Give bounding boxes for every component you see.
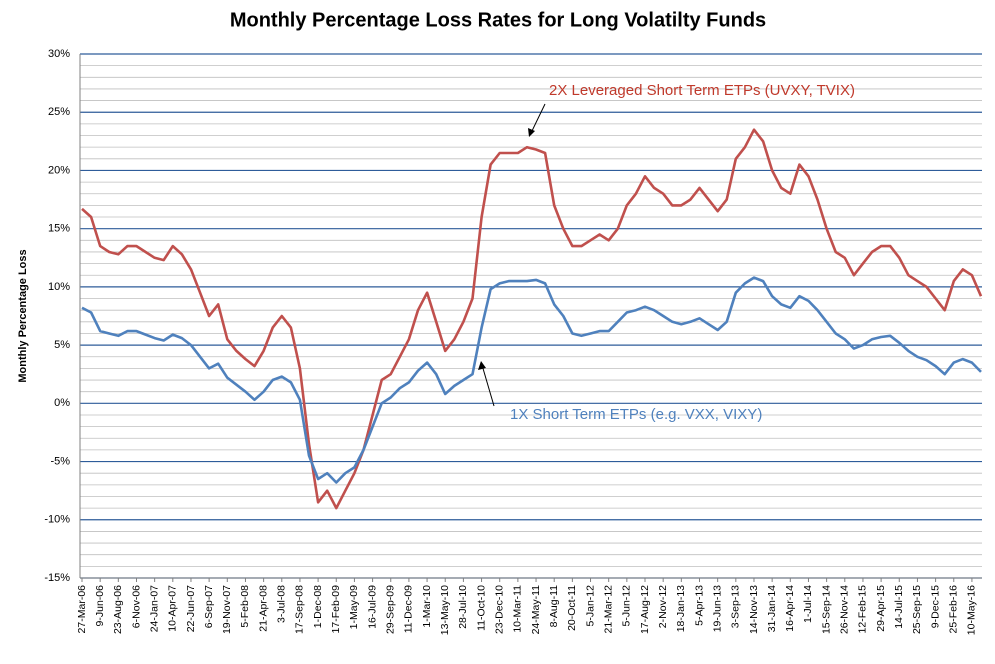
x-tick-label: 29-Sep-09 <box>385 585 397 634</box>
y-tick-label: -15% <box>44 572 70 584</box>
y-tick-label: 10% <box>48 281 70 293</box>
annotation-arrow <box>530 103 546 134</box>
x-tick-label: 14-Nov-13 <box>748 585 760 634</box>
y-axis-label: Monthly Percentage Loss <box>17 249 29 382</box>
x-tick-label: 1-May-09 <box>348 585 360 630</box>
x-tick-label: 11-Oct-10 <box>475 585 487 631</box>
x-tick-label: 19-Jun-13 <box>711 585 723 632</box>
y-tick-label: 30% <box>48 48 70 60</box>
x-tick-label: 19-Nov-07 <box>221 585 233 634</box>
grid: -15% -10% -5% 0% 5% 10% 15% 20% 25% 30% 27-Mar-06 9… <box>44 48 982 635</box>
x-tick-label: 23-Aug-06 <box>112 585 124 634</box>
x-tick-label: 1-Jul-14 <box>802 585 814 623</box>
x-tick-label: 22-Jun-07 <box>185 585 197 632</box>
y-tick-label: 25% <box>48 106 70 118</box>
x-tick-label: 3-Sep-13 <box>730 585 742 628</box>
x-tick-label: 27-Mar-06 <box>76 585 88 634</box>
x-tick-label: 2-Nov-12 <box>657 585 669 628</box>
x-tick-label: 13-May-10 <box>439 585 451 635</box>
x-tick-label: 3-Jul-08 <box>276 585 288 623</box>
x-tick-label: 23-Dec-10 <box>493 585 505 634</box>
x-tick-label: 17-Aug-12 <box>639 585 651 634</box>
x-tick-label: 12-Feb-15 <box>857 585 869 634</box>
x-tick-label: 25-Sep-15 <box>911 585 923 634</box>
x-tick-label: 28-Jul-10 <box>457 585 469 629</box>
x-tick-label: 1-Dec-08 <box>312 585 324 628</box>
x-tick-label: 17-Sep-08 <box>294 585 306 634</box>
x-tick-label: 16-Jul-09 <box>366 585 378 629</box>
annotation-arrow <box>481 364 495 407</box>
series-annotation: 1X Short Term ETPs (e.g. VXX, VIXY) <box>510 406 762 423</box>
x-tick-label: 9-Jun-06 <box>94 585 106 627</box>
plot-lines <box>81 128 983 510</box>
x-tick-label: 18-Jan-13 <box>675 585 687 632</box>
x-tick-label: 5-Feb-08 <box>239 585 251 628</box>
annotation-arrowhead <box>528 128 535 137</box>
x-tick-label: 1-Mar-10 <box>421 585 433 628</box>
x-tick-label: 21-Mar-12 <box>602 585 614 634</box>
x-tick-label: 21-Apr-08 <box>257 585 269 632</box>
x-tick-label: 31-Jan-14 <box>766 585 778 632</box>
y-tick-label: -10% <box>44 514 70 526</box>
y-tick-label: -5% <box>50 455 70 467</box>
x-tick-label: 10-May-16 <box>966 585 978 635</box>
x-tick-label: 5-Jun-12 <box>621 585 633 627</box>
x-tick-label: 15-Sep-14 <box>820 585 832 634</box>
x-tick-label: 5-Jan-12 <box>584 585 596 627</box>
x-tick-label: 6-Sep-07 <box>203 585 215 628</box>
x-tick-label: 10-Apr-07 <box>167 585 179 632</box>
x-tick-label: 10-Mar-11 <box>512 585 524 633</box>
x-tick-label: 14-Jul-15 <box>893 585 905 629</box>
x-tick-label: 24-May-11 <box>530 585 542 635</box>
x-tick-label: 25-Feb-16 <box>948 585 960 634</box>
series-annotation: 2X Leveraged Short Term ETPs (UVXY, TVIX… <box>549 82 855 99</box>
series-line <box>81 276 982 484</box>
x-tick-label: 8-Aug-11 <box>548 585 560 628</box>
series-line <box>81 128 983 510</box>
x-tick-label: 11-Dec-09 <box>403 585 415 633</box>
x-tick-label: 24-Jan-07 <box>148 585 160 632</box>
x-tick-label: 26-Nov-14 <box>839 585 851 634</box>
y-tick-label: 20% <box>48 164 70 176</box>
x-tick-label: 29-Apr-15 <box>875 585 887 632</box>
x-tick-label: 20-Oct-11 <box>566 585 578 631</box>
x-tick-label: 17-Feb-09 <box>330 585 342 634</box>
chart-title: Monthly Percentage Loss Rates for Long V… <box>230 9 766 31</box>
annotations: 2X Leveraged Short Term ETPs (UVXY, TVIX… <box>478 82 855 423</box>
x-tick-label: 16-Apr-14 <box>784 585 796 632</box>
x-tick-label: 6-Nov-06 <box>130 585 142 628</box>
annotation-arrowhead <box>478 361 486 370</box>
x-tick-label: 5-Apr-13 <box>693 585 705 626</box>
y-tick-label: 15% <box>48 223 70 235</box>
x-tick-label: 9-Dec-15 <box>929 585 941 628</box>
y-tick-label: 0% <box>54 397 70 409</box>
y-tick-label: 5% <box>54 339 70 351</box>
